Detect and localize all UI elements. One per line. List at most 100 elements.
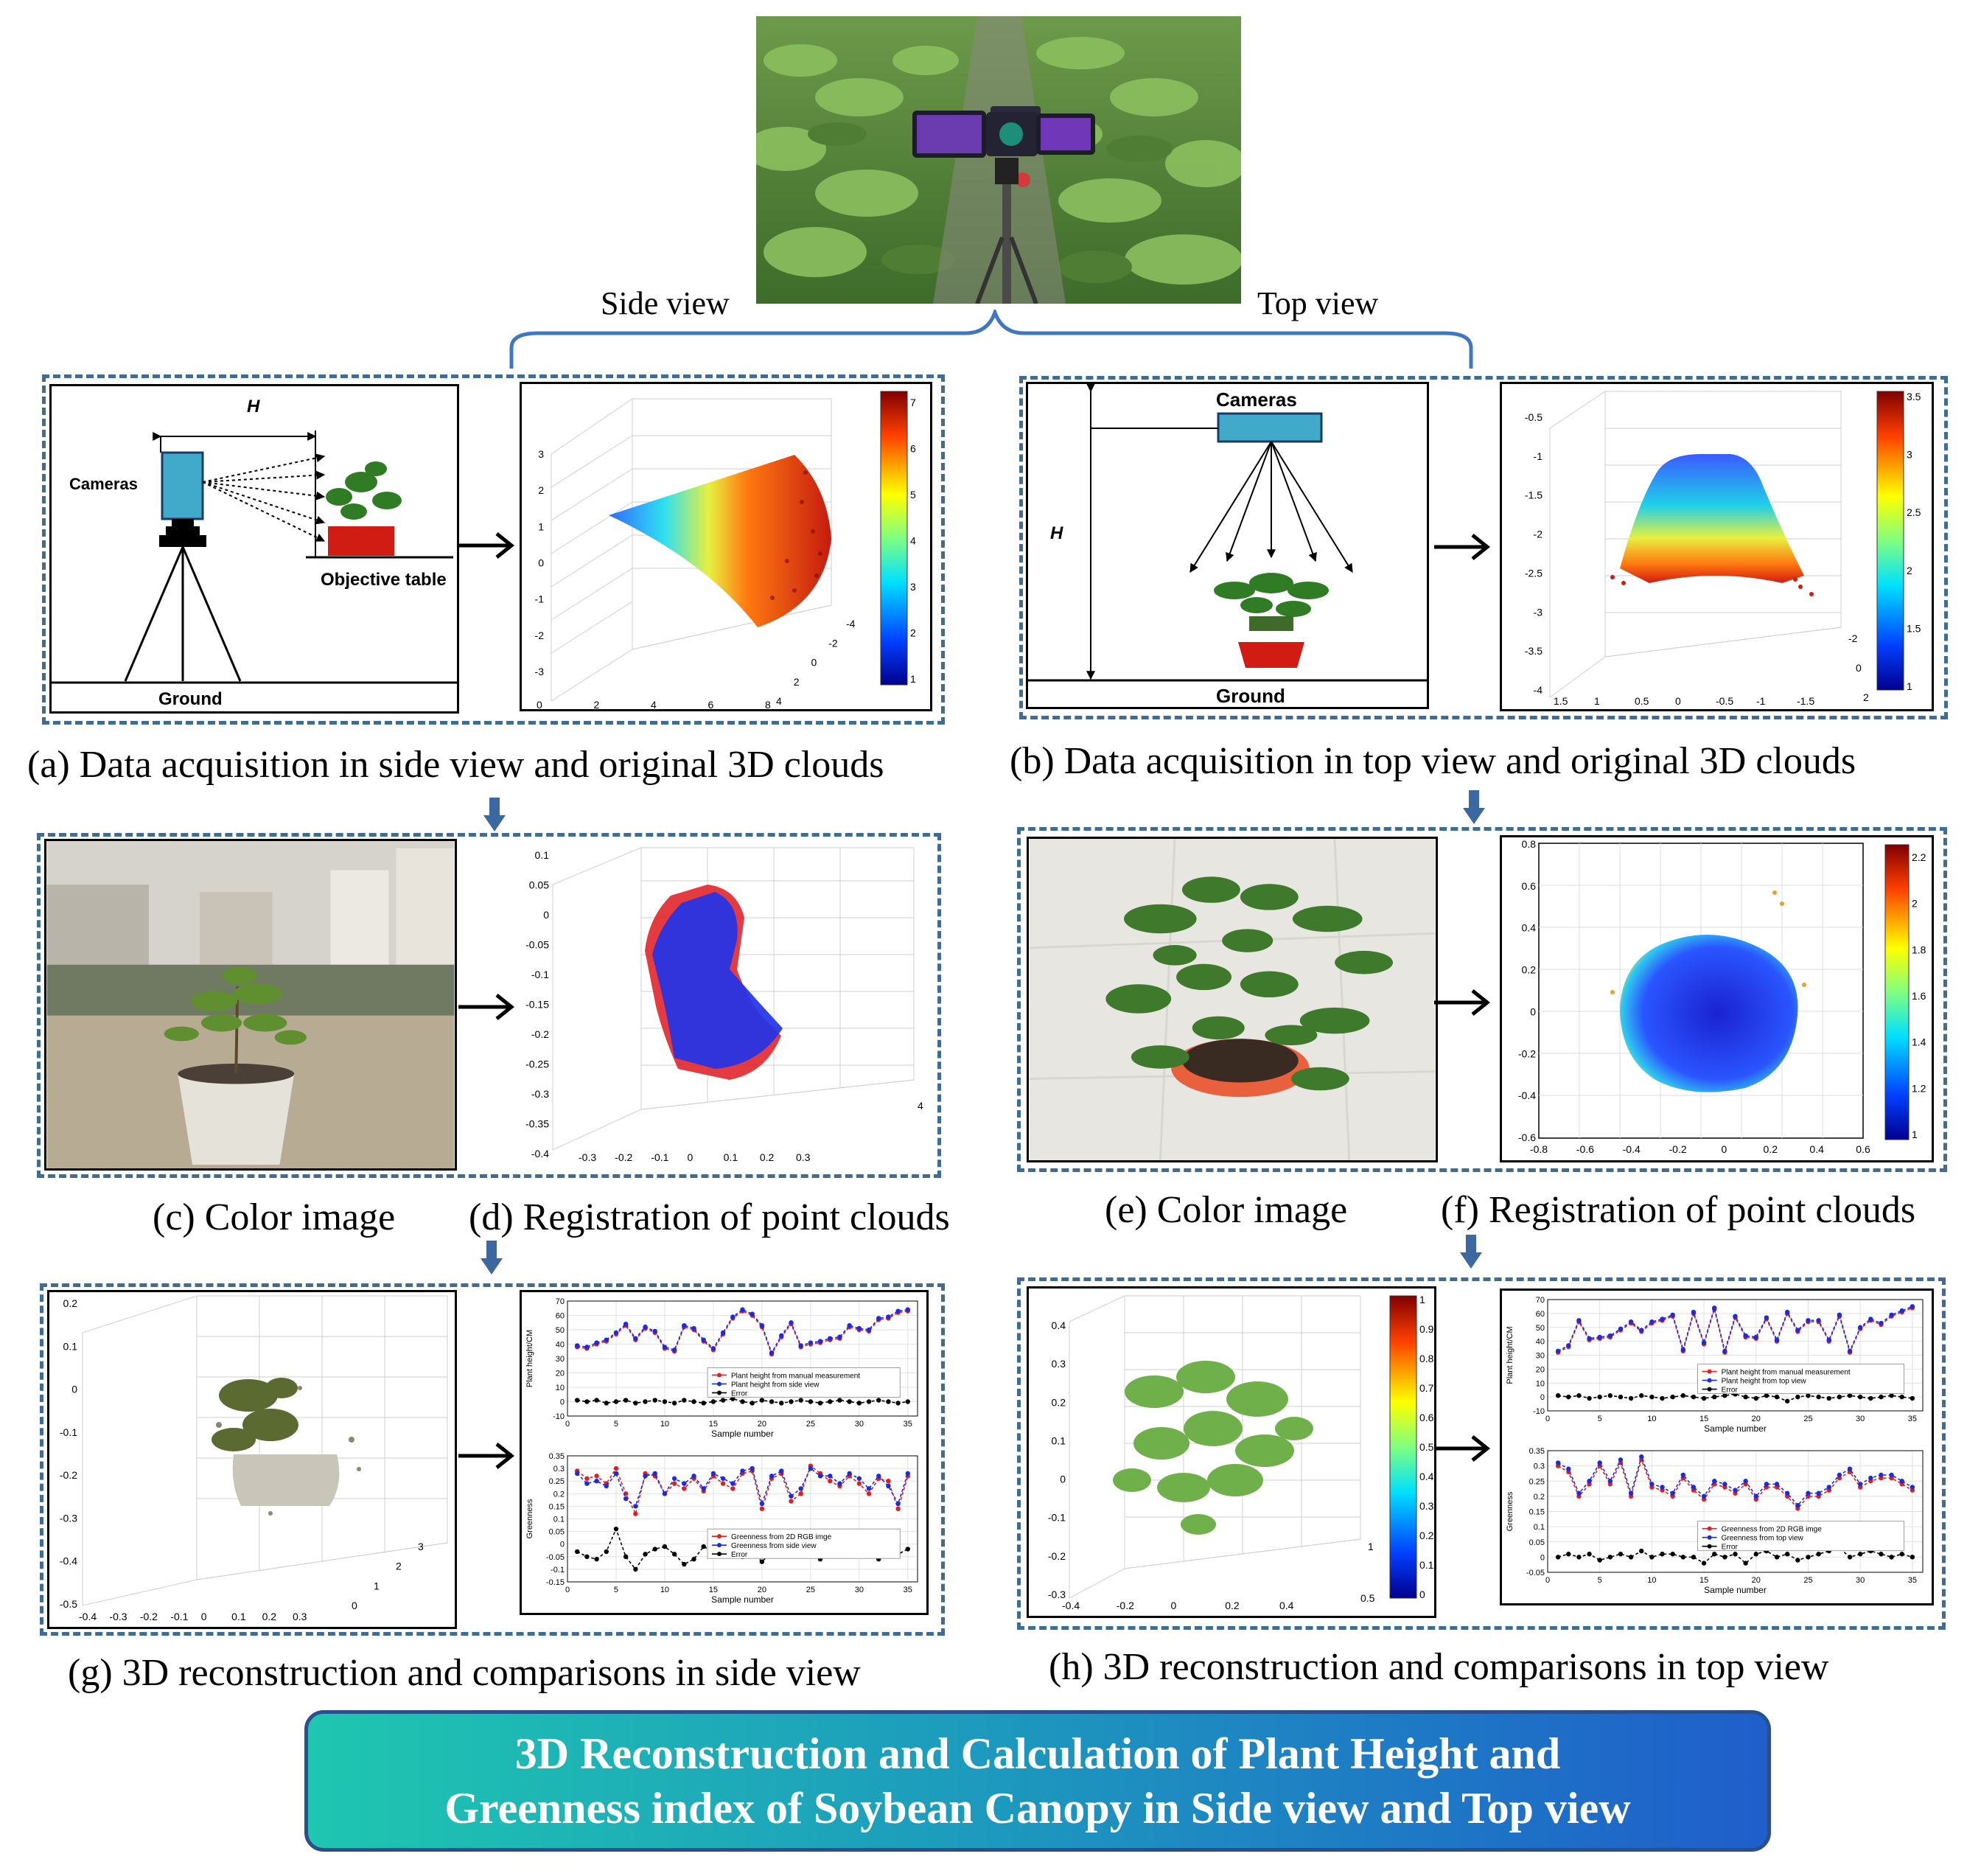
data-point	[759, 1559, 765, 1564]
plot-frame	[1547, 1299, 1924, 1412]
data-point	[1857, 1482, 1863, 1487]
legend-marker	[717, 1381, 722, 1387]
x-axis-tick: 10	[660, 1586, 669, 1594]
data-point	[1587, 1395, 1592, 1401]
y-axis-tick: 60	[556, 1312, 565, 1321]
down-arrow-1	[483, 798, 506, 831]
y-axis-tick: 2	[794, 676, 800, 688]
data-point	[1660, 1552, 1665, 1557]
data-point	[633, 1511, 638, 1516]
data-point	[691, 1399, 696, 1404]
colorbar-tick: 0.9	[1419, 1323, 1434, 1335]
z-axis-tick: -4	[1534, 684, 1543, 696]
data-point	[623, 1496, 629, 1502]
data-point	[604, 1337, 609, 1342]
data-point	[584, 1345, 590, 1350]
x-axis-tick: 0.3	[796, 1151, 811, 1163]
series-line	[577, 1398, 908, 1404]
data-point	[1691, 1555, 1697, 1560]
plot-frame	[1547, 1450, 1924, 1573]
data-point	[613, 1330, 619, 1336]
data-point	[584, 1476, 590, 1481]
y-axis-label: Greenness	[525, 1499, 534, 1538]
top-view-schematic: Cameras H Ground	[1026, 382, 1429, 709]
legend-label: Plant height from side view	[731, 1381, 820, 1389]
y-axis-tick: 0	[1856, 662, 1862, 674]
data-point	[1753, 1395, 1758, 1401]
data-point	[623, 1554, 629, 1559]
x-axis-tick: 35	[904, 1420, 912, 1429]
data-point	[1701, 1395, 1707, 1401]
y-axis-tick: 0.2	[1522, 964, 1537, 976]
y-axis-tick: 0.6	[1522, 880, 1537, 892]
data-point	[1857, 1552, 1863, 1557]
y-axis-tick: 70	[1536, 1296, 1545, 1305]
data-point	[779, 1333, 784, 1338]
cameras-label-top: Cameras	[1216, 388, 1297, 411]
data-point	[1753, 1552, 1758, 1557]
data-point	[817, 1401, 823, 1406]
x-axis-tick: 0.3	[293, 1611, 307, 1622]
colorbar-tick: 7	[910, 397, 916, 408]
data-point	[1597, 1334, 1602, 1340]
data-point	[1660, 1317, 1665, 1322]
x-axis-tick: 10	[660, 1420, 669, 1429]
data-point	[1847, 1393, 1853, 1398]
colorbar-tick: 3.5	[1907, 391, 1921, 402]
data-point	[1879, 1394, 1884, 1400]
z-axis-tick: 3	[538, 448, 544, 460]
z-axis-tick: 0.1	[1052, 1434, 1066, 1446]
down-arrow-2	[1463, 790, 1485, 824]
x-axis-tick: 0.1	[724, 1151, 738, 1163]
color-image-top	[1027, 837, 1438, 1162]
plot-f-registration: 2.2 2 1.8 1.6 1.4 1.2 1 0.8 0.6 0.4 0.2 0 -0.2 -0.4 -…	[1500, 835, 1934, 1162]
data-point	[1868, 1475, 1873, 1481]
data-point	[808, 1340, 814, 1345]
z-axis-tick: -0.1	[531, 969, 549, 980]
z-axis-tick: -0.4	[531, 1148, 549, 1160]
greenness-chart-top: 0.350.30.250.20.150.10.050-0.050 5 10 15 20 2…	[1506, 1447, 1924, 1595]
data-point	[895, 1401, 901, 1406]
data-point	[1680, 1472, 1686, 1478]
data-point	[691, 1557, 696, 1562]
data-point	[856, 1325, 862, 1331]
data-point	[1826, 1395, 1831, 1401]
data-point	[613, 1399, 619, 1404]
x-axis-tick: 0	[565, 1420, 570, 1429]
objective-table-label: Objective table	[321, 570, 447, 590]
colorbar-tick: 1	[1419, 1294, 1425, 1305]
colorbar-tick: 0	[1419, 1589, 1425, 1600]
x-axis-tick: 5	[1598, 1415, 1602, 1423]
data-point	[1816, 1552, 1821, 1557]
y-axis-tick: 1	[1368, 1541, 1374, 1552]
x-axis-tick: 0	[1171, 1600, 1177, 1611]
data-point	[691, 1474, 696, 1479]
data-point	[817, 1339, 823, 1344]
z-axis-tick: 0	[543, 909, 549, 921]
caption-a: (a) Data acquisition in side view and or…	[27, 744, 884, 786]
x-axis-tick: 0.2	[760, 1151, 775, 1163]
y-axis-tick: -0.15	[546, 1578, 565, 1587]
data-point	[1743, 1479, 1748, 1484]
y-axis-tick: 0	[1540, 1393, 1545, 1402]
data-point	[1774, 1482, 1780, 1487]
down-arrow-3	[481, 1241, 503, 1275]
data-point	[1857, 1394, 1863, 1400]
y-axis-tick: -0.05	[1526, 1569, 1545, 1577]
colorbar-tick: 1.8	[1912, 944, 1926, 955]
y-axis-tick: 4	[918, 1100, 923, 1112]
data-point	[1555, 1393, 1561, 1398]
data-point	[1639, 1454, 1644, 1460]
x-axis-tick: 0	[565, 1586, 570, 1594]
data-point	[1743, 1333, 1748, 1339]
data-point	[643, 1552, 648, 1557]
data-point	[633, 1566, 638, 1572]
data-point	[1691, 1309, 1697, 1315]
data-point	[837, 1398, 842, 1403]
z-axis-tick: -0.3	[60, 1512, 77, 1524]
data-point	[720, 1330, 726, 1336]
data-point	[1576, 1318, 1582, 1323]
data-point	[1826, 1337, 1831, 1342]
data-point	[1795, 1503, 1800, 1508]
